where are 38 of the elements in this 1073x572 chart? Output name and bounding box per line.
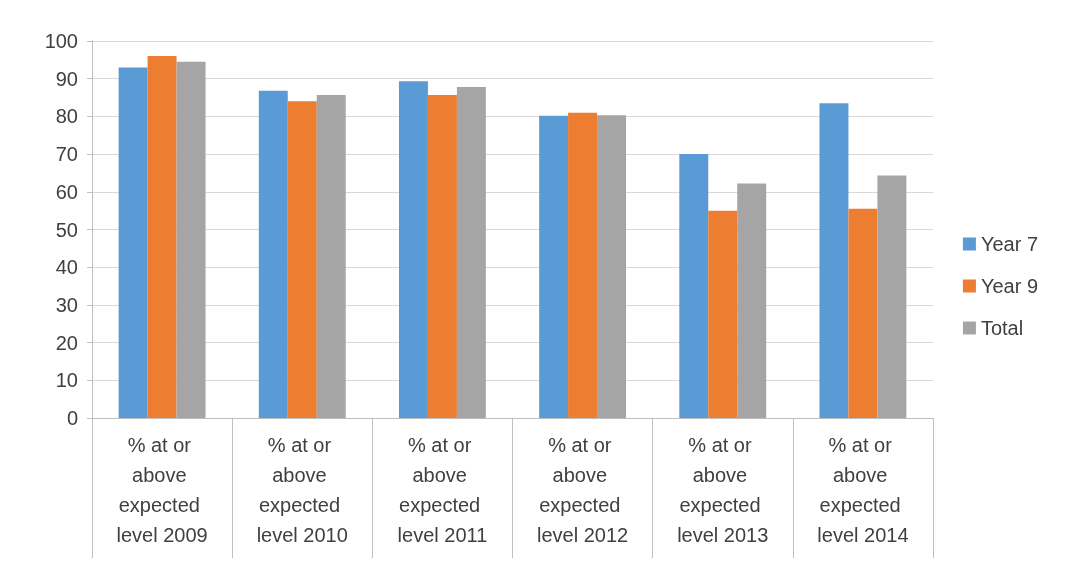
bar: [679, 154, 709, 418]
bar: [316, 94, 346, 418]
y-tick-label: 50: [55, 218, 78, 241]
bar: [427, 94, 457, 418]
y-tick-label: 80: [55, 105, 78, 128]
bar: [737, 183, 767, 418]
y-tick-label: 40: [55, 256, 78, 279]
y-tick-label: 70: [55, 143, 78, 166]
y-tick-label: 60: [55, 180, 78, 203]
bar: [456, 86, 486, 418]
bar: [398, 81, 428, 418]
bar: [147, 56, 177, 418]
y-tick-label: 90: [55, 67, 78, 90]
bar: [877, 175, 907, 418]
legend-label: Year 7: [980, 233, 1038, 255]
legend-label: Year 9: [980, 275, 1038, 297]
bar: [539, 115, 569, 418]
x-tick-label: % at or above expected level 2012: [536, 434, 629, 546]
bar: [848, 208, 878, 418]
x-tick-label: % at or above expected level 2013: [677, 434, 769, 546]
x-tick-label: % at or above expected level 2011: [397, 434, 488, 546]
bar: [176, 61, 206, 418]
bar: [118, 67, 148, 418]
bar: [568, 112, 598, 418]
bar: [258, 90, 288, 418]
bar: [287, 101, 317, 418]
bar: [597, 115, 627, 418]
bar: [819, 103, 849, 418]
x-tick-label: % at or above expected level 2014: [817, 434, 909, 546]
x-tick-label: % at or above expected level 2009: [116, 434, 208, 546]
y-tick-label: 0: [66, 407, 78, 429]
x-tick-label: % at or above expected level 2010: [256, 434, 348, 546]
legend-label: Total: [980, 317, 1024, 339]
y-tick-label: 20: [55, 331, 78, 354]
y-tick-label: 30: [55, 293, 78, 316]
y-tick-label: 10: [55, 369, 78, 392]
bar: [708, 210, 738, 418]
y-tick-label: 100: [44, 30, 78, 52]
